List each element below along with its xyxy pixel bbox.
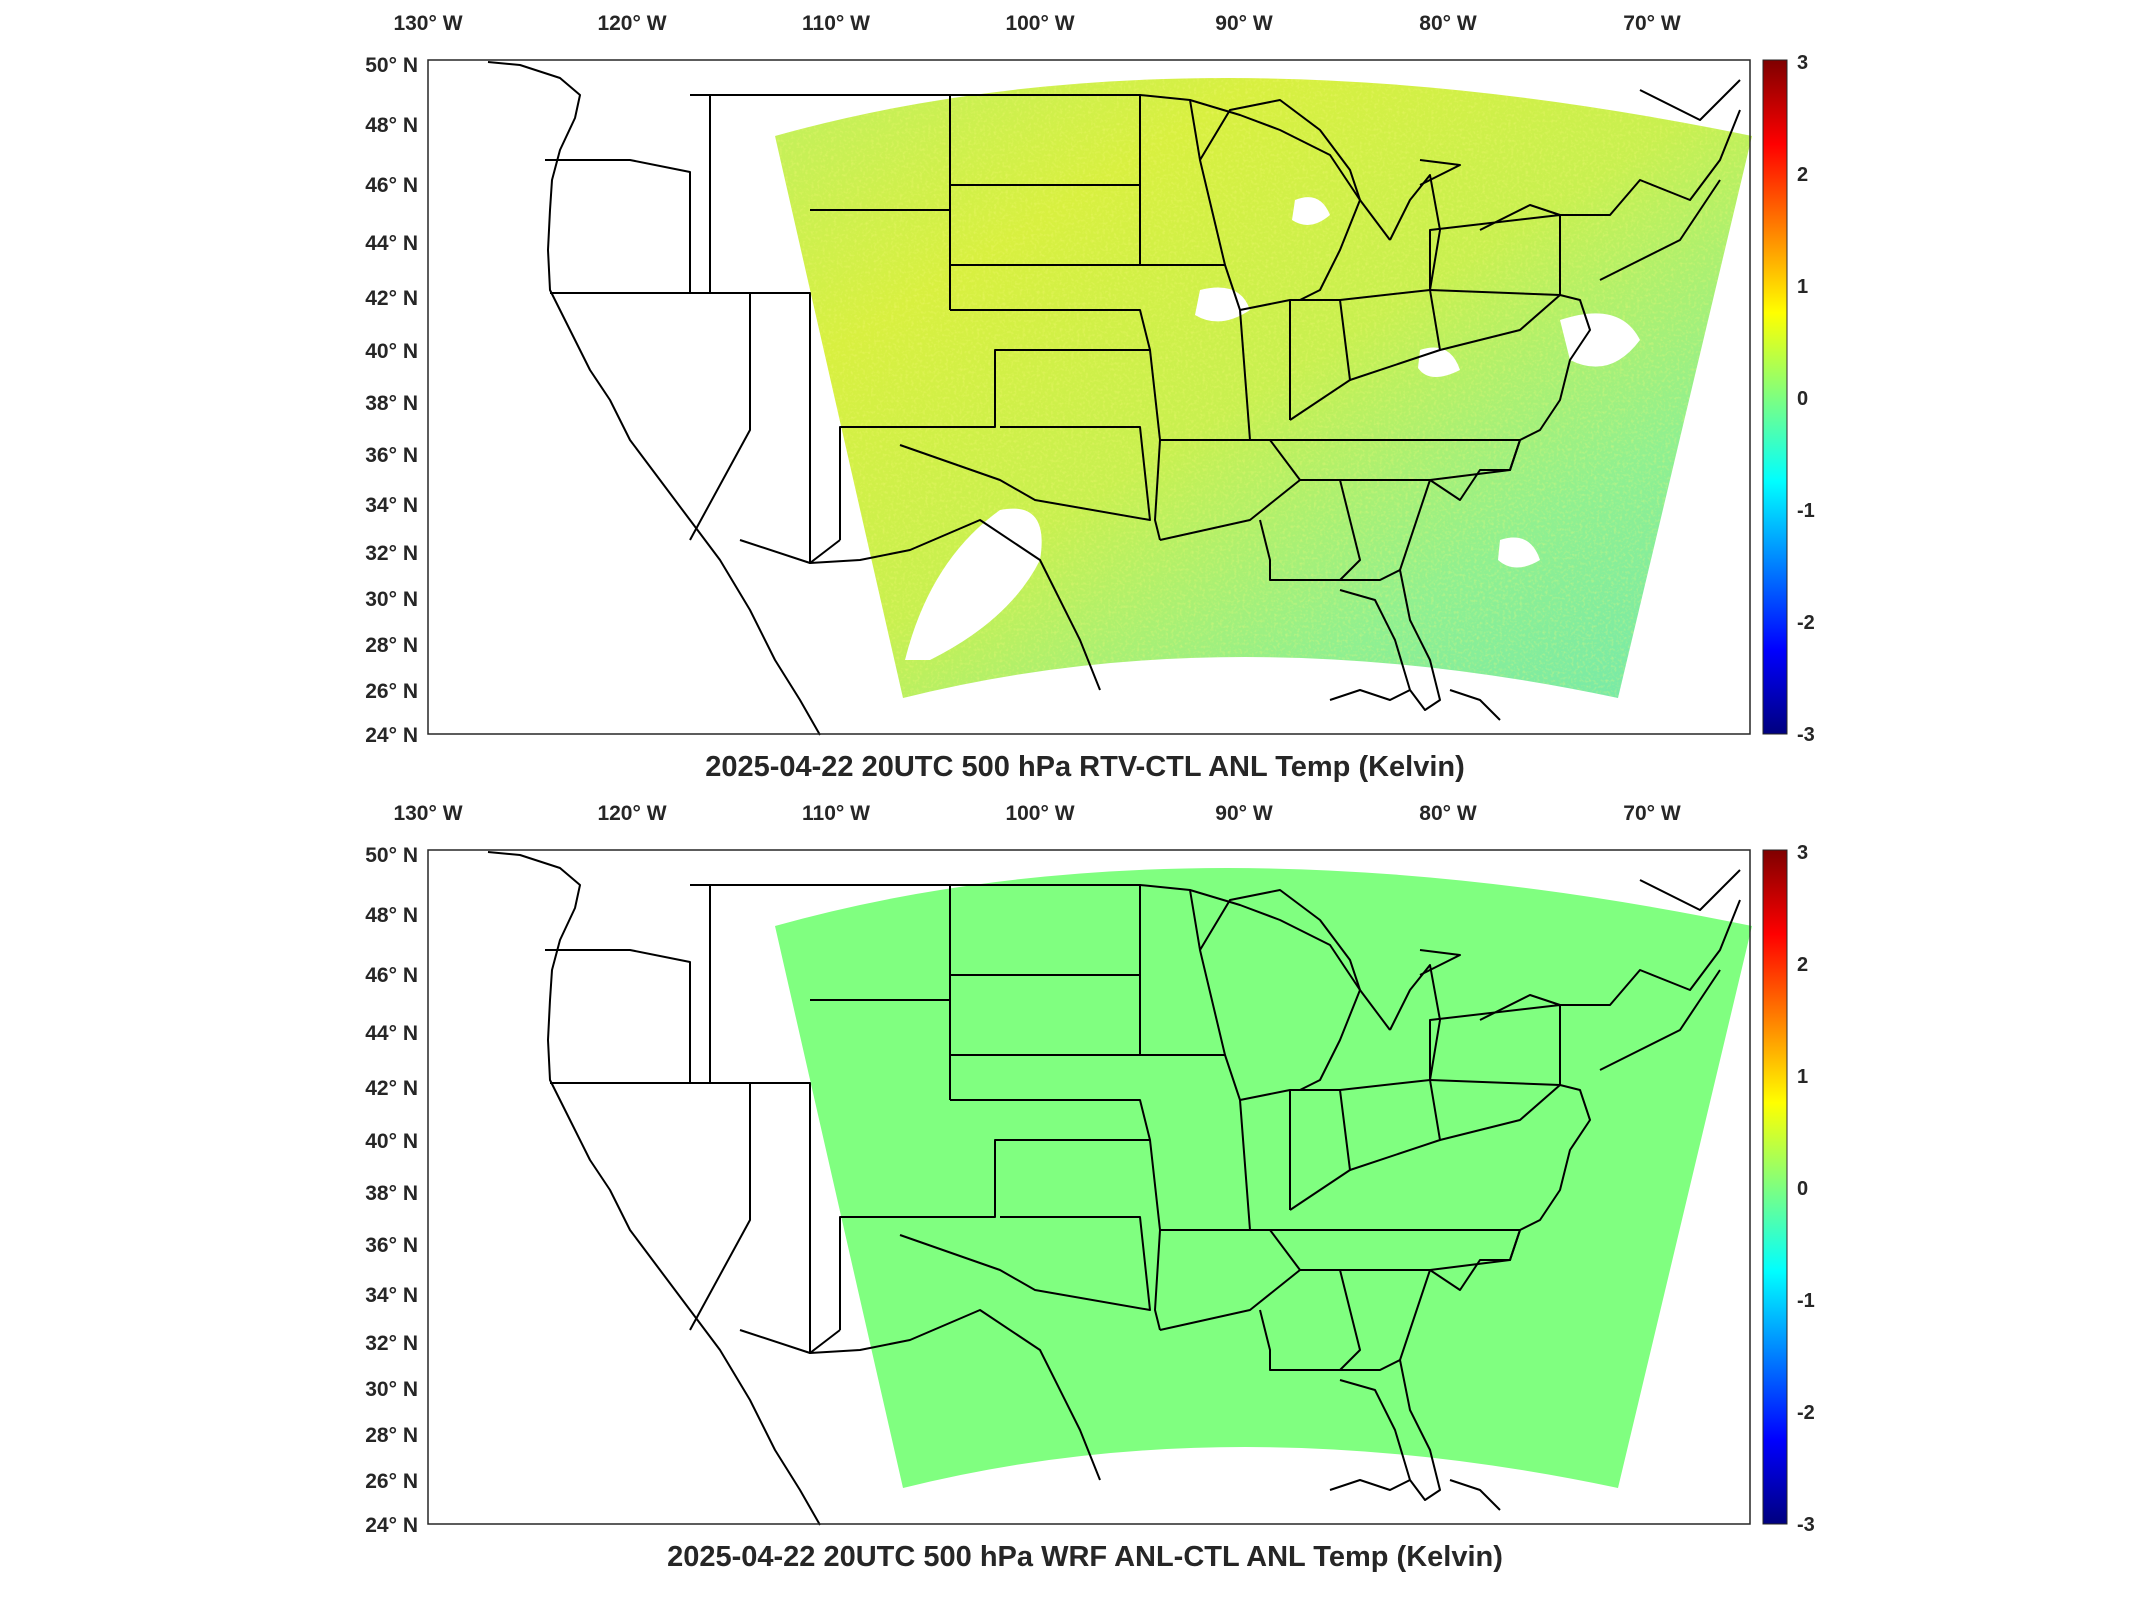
lat-label: 30° N bbox=[365, 588, 418, 611]
lat-label: 42° N bbox=[365, 287, 418, 310]
lat-label: 36° N bbox=[365, 1234, 418, 1257]
lat-label: 28° N bbox=[365, 1424, 418, 1447]
lon-label: 130° W bbox=[393, 802, 462, 825]
colorbar-tick: -1 bbox=[1797, 500, 1815, 522]
map-frame bbox=[427, 59, 1751, 735]
colorbar-tick: 1 bbox=[1797, 276, 1808, 298]
lat-label: 24° N bbox=[365, 724, 418, 747]
latitude-labels: 50° N 48° N 46° N 44° N 42° N 40° N 38° … bbox=[365, 54, 418, 747]
lat-label: 24° N bbox=[365, 1514, 418, 1537]
colorbar-tick: 3 bbox=[1797, 842, 1808, 864]
longitude-labels: 130° W 120° W 110° W 100° W 90° W 80° W … bbox=[393, 12, 1680, 35]
colorbar-tick: 2 bbox=[1797, 954, 1808, 976]
lon-label: 130° W bbox=[393, 12, 462, 35]
lat-label: 36° N bbox=[365, 444, 418, 467]
lat-label: 44° N bbox=[365, 1022, 418, 1045]
lon-label: 90° W bbox=[1215, 12, 1273, 35]
state-borders bbox=[487, 61, 1741, 736]
latitude-labels: 50° N 48° N 46° N 44° N 42° N 40° N 38° … bbox=[365, 844, 418, 1537]
lat-label: 40° N bbox=[365, 1130, 418, 1153]
colorbar-tick: 0 bbox=[1797, 388, 1808, 410]
colorbar-tick: -3 bbox=[1797, 724, 1815, 746]
colorbar: 3 2 1 0 -1 -2 -3 bbox=[1762, 842, 1815, 1536]
lat-label: 28° N bbox=[365, 634, 418, 657]
lon-label: 100° W bbox=[1005, 802, 1074, 825]
lat-label: 40° N bbox=[365, 340, 418, 363]
lon-label: 110° W bbox=[802, 12, 870, 35]
panel-title: 2025-04-22 20UTC 500 hPa RTV-CTL ANL Tem… bbox=[705, 751, 1465, 783]
panel-title: 2025-04-22 20UTC 500 hPa WRF ANL-CTL ANL… bbox=[667, 1541, 1503, 1573]
lat-label: 48° N bbox=[365, 114, 418, 137]
lat-label: 50° N bbox=[365, 54, 418, 77]
lon-label: 120° W bbox=[597, 12, 666, 35]
colorbar-tick: 3 bbox=[1797, 52, 1808, 74]
lat-label: 44° N bbox=[365, 232, 418, 255]
map-frame bbox=[427, 849, 1751, 1525]
colorbar: 3 2 1 0 -1 -2 -3 bbox=[1762, 52, 1815, 746]
temperature-difference-field bbox=[775, 868, 1752, 1488]
lon-label: 110° W bbox=[802, 802, 870, 825]
map-panel-wrf-ctl: 130° W 120° W 110° W 100° W 90° W 80° W … bbox=[0, 790, 2133, 1590]
temperature-difference-field bbox=[775, 78, 1752, 698]
lat-label: 50° N bbox=[365, 844, 418, 867]
lat-label: 26° N bbox=[365, 680, 418, 703]
colorbar-tick: 2 bbox=[1797, 164, 1808, 186]
state-borders bbox=[487, 851, 1741, 1526]
lon-label: 100° W bbox=[1005, 12, 1074, 35]
lat-label: 26° N bbox=[365, 1470, 418, 1493]
colorbar-tick: -2 bbox=[1797, 1402, 1815, 1424]
lon-label: 120° W bbox=[597, 802, 666, 825]
lon-label: 80° W bbox=[1419, 802, 1477, 825]
colorbar-tick: -1 bbox=[1797, 1290, 1815, 1312]
longitude-labels: 130° W 120° W 110° W 100° W 90° W 80° W … bbox=[393, 802, 1680, 825]
lat-label: 46° N bbox=[365, 174, 418, 197]
lat-label: 32° N bbox=[365, 1332, 418, 1355]
lat-label: 48° N bbox=[365, 904, 418, 927]
lon-label: 90° W bbox=[1215, 802, 1273, 825]
lon-label: 80° W bbox=[1419, 12, 1477, 35]
lat-label: 32° N bbox=[365, 542, 418, 565]
colorbar-tick: -3 bbox=[1797, 1514, 1815, 1536]
lat-label: 30° N bbox=[365, 1378, 418, 1401]
lat-label: 34° N bbox=[365, 494, 418, 517]
lat-label: 38° N bbox=[365, 392, 418, 415]
map-panel-rtv-ctl: 130° W 120° W 110° W 100° W 90° W 80° W … bbox=[365, 12, 1815, 783]
colorbar-tick: 0 bbox=[1797, 1178, 1808, 1200]
colorbar-tick: -2 bbox=[1797, 612, 1815, 634]
colorbar-tick: 1 bbox=[1797, 1066, 1808, 1088]
lat-label: 46° N bbox=[365, 964, 418, 987]
lat-label: 34° N bbox=[365, 1284, 418, 1307]
lon-label: 70° W bbox=[1623, 802, 1681, 825]
lat-label: 38° N bbox=[365, 1182, 418, 1205]
lat-label: 42° N bbox=[365, 1077, 418, 1100]
lon-label: 70° W bbox=[1623, 12, 1681, 35]
